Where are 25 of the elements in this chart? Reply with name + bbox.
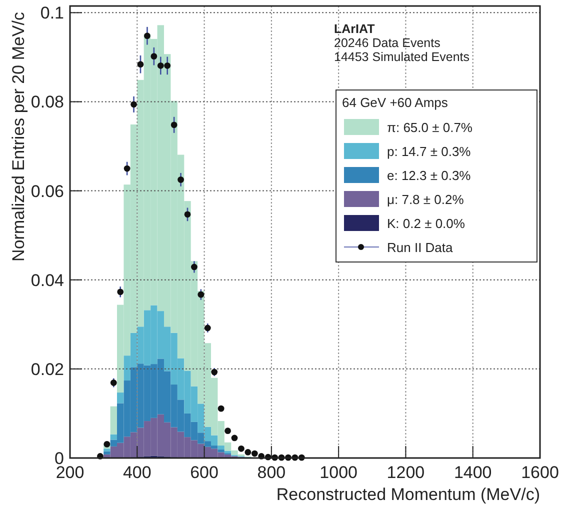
y-tick-label: 0.08: [30, 92, 64, 112]
x-tick-label: 1400: [454, 463, 492, 482]
y-tick-label: 0.06: [30, 182, 64, 201]
x-tick-label: 1200: [386, 463, 425, 482]
y-tick-label: 0.1: [40, 4, 64, 23]
y-tick-label: 0.04: [30, 270, 64, 290]
annotation: LArIAT: [334, 22, 376, 36]
x-tick-label: 800: [257, 463, 286, 482]
legend-label: K: 0.2 ± 0.0%: [387, 216, 466, 231]
legend-label: Run II Data: [387, 240, 454, 255]
annotation: 14453 Simulated Events: [334, 50, 470, 64]
x-tick-label: 600: [190, 463, 218, 482]
x-tick-label: 1000: [320, 463, 358, 482]
x-tick-label: 400: [122, 463, 152, 482]
legend-title: 64 GeV +60 Amps: [342, 95, 448, 110]
x-tick-label: 200: [56, 463, 84, 482]
y-axis-title: Normalized Entries per 20 MeV/c: [9, 12, 28, 262]
y-tick-label: 0.02: [30, 360, 64, 379]
x-tick-label: 1600: [521, 463, 559, 482]
annotation: 20246 Data Events: [334, 36, 440, 50]
legend-label: p: 14.7 ± 0.3%: [387, 144, 472, 159]
legend-label: e: 12.3 ± 0.3%: [387, 168, 472, 183]
legend-label: μ: 7.8 ± 0.2%: [387, 192, 464, 207]
x-axis-title: Reconstructed Momentum (MeV/c): [276, 485, 540, 504]
legend-label: π: 65.0 ± 0.7%: [387, 120, 473, 135]
